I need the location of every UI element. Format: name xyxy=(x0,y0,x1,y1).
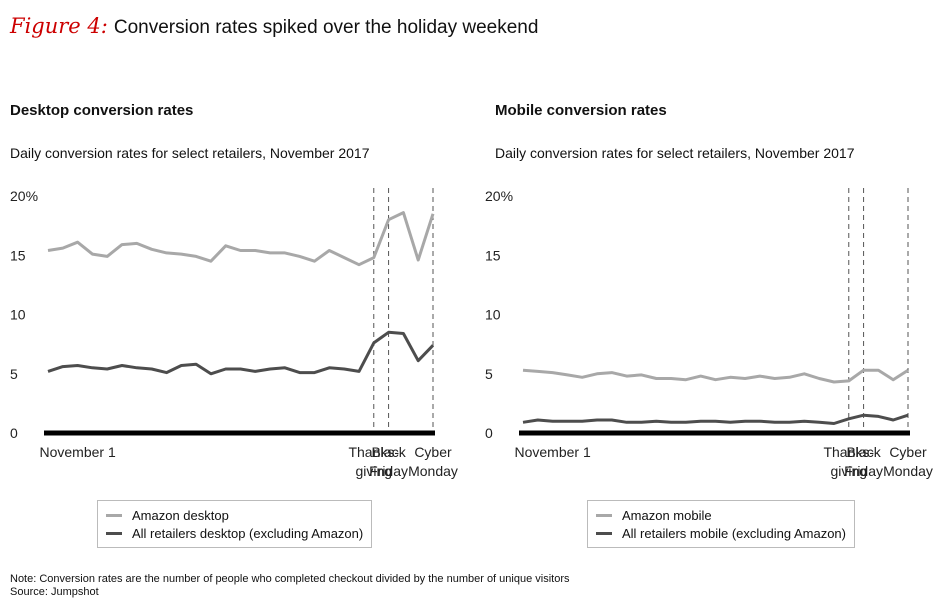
y-tick-label: 15 xyxy=(10,247,26,263)
figure-title: Figure 4: Conversion rates spiked over th… xyxy=(10,14,538,39)
legend-swatch-all-retailers xyxy=(106,531,122,535)
y-tick-label: 20% xyxy=(485,188,513,204)
legend-swatch-all-retailers xyxy=(596,531,612,535)
x-tick-label: Cyber Monday xyxy=(408,444,458,479)
legend-item-all-retailers-mobile: All retailers mobile (excluding Amazon) xyxy=(596,524,846,542)
x-tick-label: Thanks-giving xyxy=(348,444,399,479)
legend-swatch-amazon xyxy=(106,513,122,517)
footnote: Note: Conversion rates are the number of… xyxy=(10,573,570,599)
x-tick-label: Black Friday xyxy=(369,444,408,479)
legend-item-amazon-mobile: Amazon mobile xyxy=(596,506,846,524)
y-tick-label: 5 xyxy=(10,366,18,382)
legend-item-all-retailers-desktop: All retailers desktop (excluding Amazon) xyxy=(106,524,363,542)
note-text: Note: Conversion rates are the number of… xyxy=(10,573,570,585)
source-text: Source: Jumpshot xyxy=(10,586,99,598)
legend-label: All retailers mobile (excluding Amazon) xyxy=(622,525,846,541)
legend-label: All retailers desktop (excluding Amazon) xyxy=(132,525,364,541)
x-tick-label: November 1 xyxy=(39,444,115,460)
series-line xyxy=(522,413,909,425)
desktop-legend: Amazon desktop All retailers desktop (ex… xyxy=(97,500,373,548)
y-tick-label: 5 xyxy=(485,366,493,382)
y-tick-label: 10 xyxy=(485,307,501,323)
x-tick-label: Black Friday xyxy=(844,444,883,479)
desktop-panel-title: Desktop conversion rates xyxy=(10,102,194,119)
x-tick-label: Thanks-giving xyxy=(823,444,874,479)
mobile-legend: Amazon mobile All retailers mobile (excl… xyxy=(587,500,855,548)
series-line xyxy=(47,211,435,267)
y-tick-label: 15 xyxy=(485,247,501,263)
mobile-panel-title: Mobile conversion rates xyxy=(495,102,667,119)
desktop-panel-subtitle: Daily conversion rates for select retail… xyxy=(10,145,370,161)
x-tick-label: November 1 xyxy=(514,444,590,460)
figure-label: Figure 4: xyxy=(10,14,108,38)
x-tick-label: Cyber Monday xyxy=(883,444,933,479)
y-tick-label: 20% xyxy=(10,188,38,204)
legend-label: Amazon desktop xyxy=(132,507,229,523)
legend-item-amazon-desktop: Amazon desktop xyxy=(106,506,363,524)
y-tick-label: 0 xyxy=(485,425,493,441)
y-tick-label: 0 xyxy=(10,425,18,441)
y-tick-label: 10 xyxy=(10,307,26,323)
legend-swatch-amazon xyxy=(596,513,612,517)
legend-label: Amazon mobile xyxy=(622,507,712,523)
series-line xyxy=(522,368,909,384)
mobile-panel-subtitle: Daily conversion rates for select retail… xyxy=(495,145,855,161)
figure-title-text: Conversion rates spiked over the holiday… xyxy=(113,17,539,38)
series-line xyxy=(47,330,435,376)
